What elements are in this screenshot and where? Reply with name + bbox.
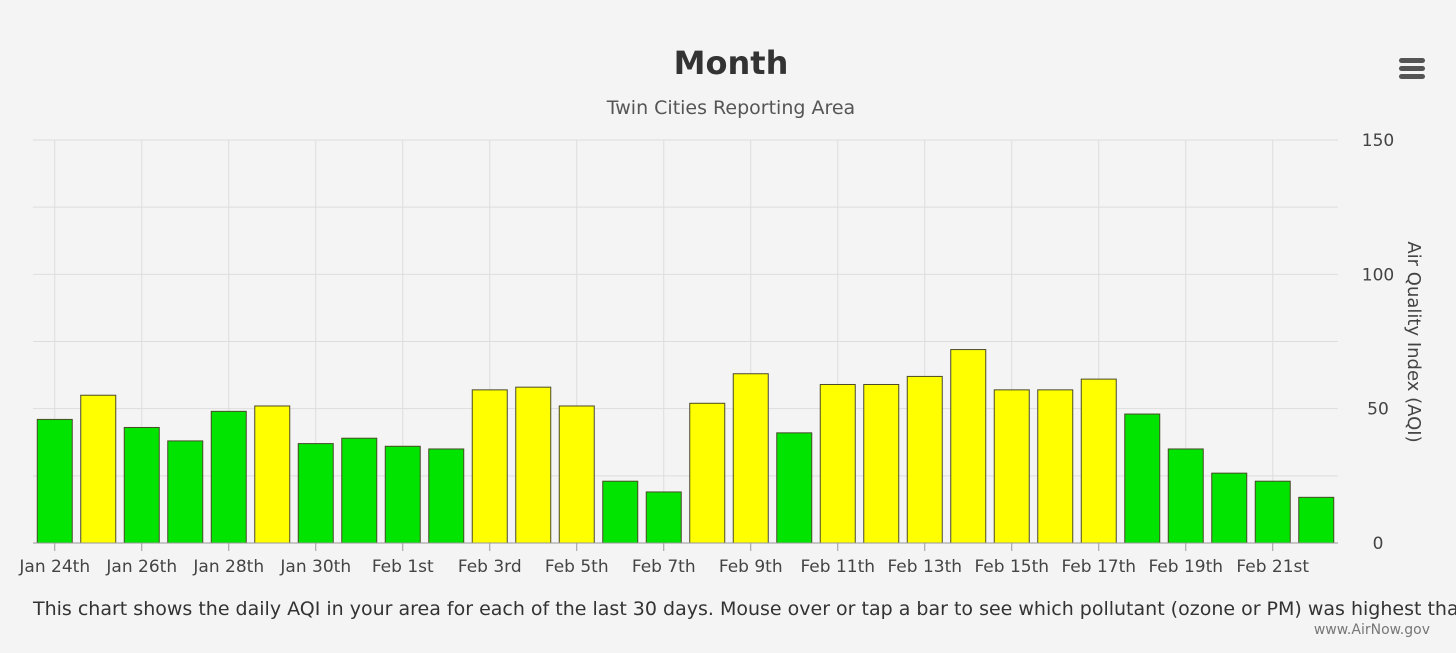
aqi-bar[interactable]	[515, 386, 552, 544]
x-tick-label: Feb 1st	[372, 557, 434, 577]
chart-title: Month	[673, 44, 789, 82]
aqi-bar[interactable]	[297, 443, 334, 544]
aqi-bar[interactable]	[558, 405, 595, 544]
aqi-bar[interactable]	[210, 410, 247, 544]
y-tick-label: 0	[1373, 534, 1384, 554]
x-tick-label: Jan 24th	[18, 557, 90, 577]
x-tick-label: Feb 19th	[1148, 557, 1223, 577]
aqi-bar[interactable]	[471, 389, 508, 544]
aqi-bar[interactable]	[1298, 496, 1335, 544]
x-tick-label: Jan 28th	[192, 557, 264, 577]
x-tick-label: Feb 3rd	[458, 557, 522, 577]
aqi-bar[interactable]	[36, 418, 73, 544]
aqi-bar[interactable]	[863, 383, 900, 544]
bar-series	[36, 349, 1335, 544]
chart-menu-button[interactable]	[1396, 56, 1428, 82]
aqi-bar[interactable]	[993, 389, 1030, 544]
x-tick-label: Feb 9th	[719, 557, 783, 577]
aqi-bar[interactable]	[602, 480, 639, 544]
aqi-bar[interactable]	[1211, 472, 1248, 544]
aqi-bar[interactable]	[80, 394, 117, 544]
y-axis-label: Air Quality Index (AQI)	[1403, 241, 1424, 442]
x-tick-label: Feb 21st	[1236, 557, 1309, 577]
x-tick-label: Feb 17th	[1061, 557, 1136, 577]
aqi-bar[interactable]	[906, 375, 943, 544]
x-tick-label: Feb 13th	[887, 557, 962, 577]
aqi-bar[interactable]	[1254, 480, 1291, 544]
y-tick-label: 100	[1362, 265, 1394, 285]
aqi-bar[interactable]	[645, 491, 682, 544]
aqi-bar[interactable]	[1080, 378, 1117, 544]
aqi-bar[interactable]	[1167, 448, 1204, 544]
aqi-bar[interactable]	[341, 437, 378, 544]
aqi-bar[interactable]	[384, 445, 421, 544]
chart-caption: This chart shows the daily AQI in your a…	[33, 598, 1456, 620]
aqi-bar[interactable]	[819, 383, 856, 544]
aqi-bar[interactable]	[167, 440, 204, 544]
aqi-bar[interactable]	[950, 349, 987, 544]
chart-subtitle: Twin Cities Reporting Area	[606, 97, 856, 119]
aqi-bar[interactable]	[776, 432, 813, 544]
axes: 0 50 100 150 Jan 24th Jan 26th Jan 28th Jan 30t…	[18, 131, 1394, 577]
aqi-bar[interactable]	[254, 405, 291, 544]
aqi-bar[interactable]	[1037, 389, 1074, 544]
aqi-bar[interactable]	[689, 402, 726, 544]
x-tick-label: Feb 7th	[632, 557, 696, 577]
x-tick-label: Jan 26th	[105, 557, 177, 577]
x-tick-label: Jan 30th	[279, 557, 351, 577]
aqi-bar[interactable]	[1124, 413, 1161, 544]
y-tick-label: 50	[1367, 400, 1389, 420]
aqi-bar[interactable]	[123, 426, 160, 544]
source-credit[interactable]: www.AirNow.gov	[1313, 622, 1430, 638]
y-tick-label: 150	[1362, 131, 1394, 151]
x-tick-label: Feb 5th	[545, 557, 609, 577]
x-tick-label: Feb 11th	[800, 557, 875, 577]
x-tick-label: Feb 15th	[974, 557, 1049, 577]
aqi-bar[interactable]	[428, 448, 465, 544]
aqi-bar[interactable]	[732, 373, 769, 544]
